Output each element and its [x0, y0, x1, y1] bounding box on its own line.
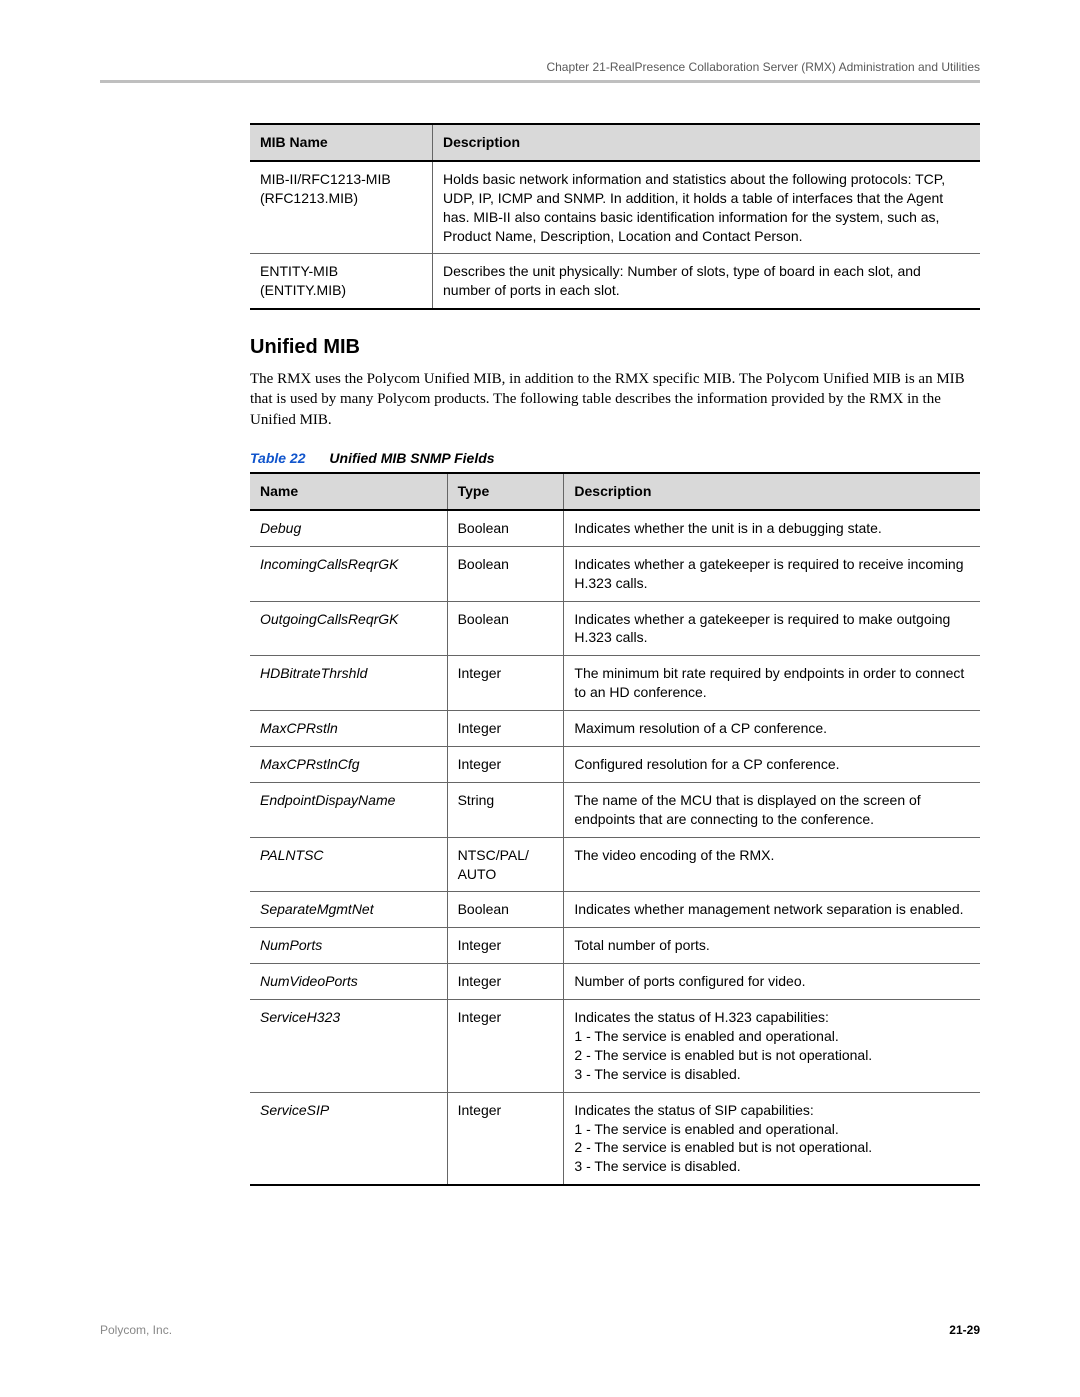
table-cell-type: Integer [447, 747, 564, 783]
table-row: DebugBooleanIndicates whether the unit i… [250, 510, 980, 546]
table-cell-type: Integer [447, 964, 564, 1000]
table-cell-description: Configured resolution for a CP conferenc… [564, 747, 980, 783]
table-header: Name [250, 473, 447, 510]
table-cell-name: EndpointDispayName [250, 782, 447, 837]
footer-company: Polycom, Inc. [100, 1323, 172, 1337]
table-caption-label: Table 22 [250, 450, 306, 466]
table-cell-description: Indicates whether the unit is in a debug… [564, 510, 980, 546]
table-row: NumVideoPortsIntegerNumber of ports conf… [250, 964, 980, 1000]
table-cell-type: Integer [447, 656, 564, 711]
table-cell-type: Integer [447, 1092, 564, 1185]
table-cell-name: PALNTSC [250, 837, 447, 892]
table-row: HDBitrateThrshldIntegerThe minimum bit r… [250, 656, 980, 711]
table-cell-name: NumVideoPorts [250, 964, 447, 1000]
table-cell-type: Boolean [447, 546, 564, 601]
table-header: Description [564, 473, 980, 510]
table-row: OutgoingCallsReqrGKBooleanIndicates whet… [250, 601, 980, 656]
table-cell-description: Indicates the status of SIP capabilities… [564, 1092, 980, 1185]
table-row: ServiceH323IntegerIndicates the status o… [250, 1000, 980, 1093]
table-header: Type [447, 473, 564, 510]
table-cell-name: OutgoingCallsReqrGK [250, 601, 447, 656]
table-row: MaxCPRstlnCfgIntegerConfigured resolutio… [250, 747, 980, 783]
page-header: Chapter 21-RealPresence Collaboration Se… [100, 60, 980, 74]
table-header: MIB Name [250, 124, 433, 161]
table-cell-name: Debug [250, 510, 447, 546]
table-caption: Table 22 Unified MIB SNMP Fields [250, 450, 980, 466]
table-cell-type: Boolean [447, 601, 564, 656]
table-row: NumPortsIntegerTotal number of ports. [250, 928, 980, 964]
table-cell-type: Integer [447, 711, 564, 747]
table-cell-type: Boolean [447, 892, 564, 928]
table-cell-name: MaxCPRstlnCfg [250, 747, 447, 783]
table-cell-name: ServiceSIP [250, 1092, 447, 1185]
table-cell-description: Indicates whether a gatekeeper is requir… [564, 601, 980, 656]
table-row: ENTITY-MIB (ENTITY.MIB)Describes the uni… [250, 254, 980, 309]
table-cell-type: String [447, 782, 564, 837]
table-cell-description: Maximum resolution of a CP conference. [564, 711, 980, 747]
table-cell: Describes the unit physically: Number of… [433, 254, 981, 309]
table-cell-description: Number of ports configured for video. [564, 964, 980, 1000]
table-header: Description [433, 124, 981, 161]
footer-page-number: 21-29 [949, 1323, 980, 1337]
table-cell-description: The name of the MCU that is displayed on… [564, 782, 980, 837]
table-row: SeparateMgmtNetBooleanIndicates whether … [250, 892, 980, 928]
mib-table: MIB Name Description MIB-II/RFC1213-MIB … [250, 123, 980, 310]
table-row: EndpointDispayNameStringThe name of the … [250, 782, 980, 837]
table-row: PALNTSCNTSC/PAL/ AUTOThe video encoding … [250, 837, 980, 892]
table-cell-name: NumPorts [250, 928, 447, 964]
table-cell: Holds basic network information and stat… [433, 161, 981, 254]
table-cell-type: Boolean [447, 510, 564, 546]
table-caption-title: Unified MIB SNMP Fields [329, 450, 494, 466]
unified-mib-table: Name Type Description DebugBooleanIndica… [250, 472, 980, 1186]
table-cell-type: Integer [447, 1000, 564, 1093]
table-cell-name: ServiceH323 [250, 1000, 447, 1093]
table-cell-name: SeparateMgmtNet [250, 892, 447, 928]
table-row: MIB-II/RFC1213-MIB (RFC1213.MIB)Holds ba… [250, 161, 980, 254]
table-cell-name: MaxCPRstln [250, 711, 447, 747]
table-row: ServiceSIPIntegerIndicates the status of… [250, 1092, 980, 1185]
table-cell-description: Indicates the status of H.323 capabiliti… [564, 1000, 980, 1093]
table-cell-description: The minimum bit rate required by endpoin… [564, 656, 980, 711]
table-row: MaxCPRstlnIntegerMaximum resolution of a… [250, 711, 980, 747]
table-cell-type: NTSC/PAL/ AUTO [447, 837, 564, 892]
section-paragraph: The RMX uses the Polycom Unified MIB, in… [250, 369, 980, 430]
table-cell-description: Total number of ports. [564, 928, 980, 964]
table-cell: ENTITY-MIB (ENTITY.MIB) [250, 254, 433, 309]
table-cell-name: HDBitrateThrshld [250, 656, 447, 711]
table-cell-type: Integer [447, 928, 564, 964]
table-cell-description: Indicates whether a gatekeeper is requir… [564, 546, 980, 601]
table-row: IncomingCallsReqrGKBooleanIndicates whet… [250, 546, 980, 601]
table-cell-name: IncomingCallsReqrGK [250, 546, 447, 601]
table-cell-description: The video encoding of the RMX. [564, 837, 980, 892]
header-rule [100, 80, 980, 83]
table-cell: MIB-II/RFC1213-MIB (RFC1213.MIB) [250, 161, 433, 254]
table-cell-description: Indicates whether management network sep… [564, 892, 980, 928]
section-heading: Unified MIB [250, 336, 980, 359]
